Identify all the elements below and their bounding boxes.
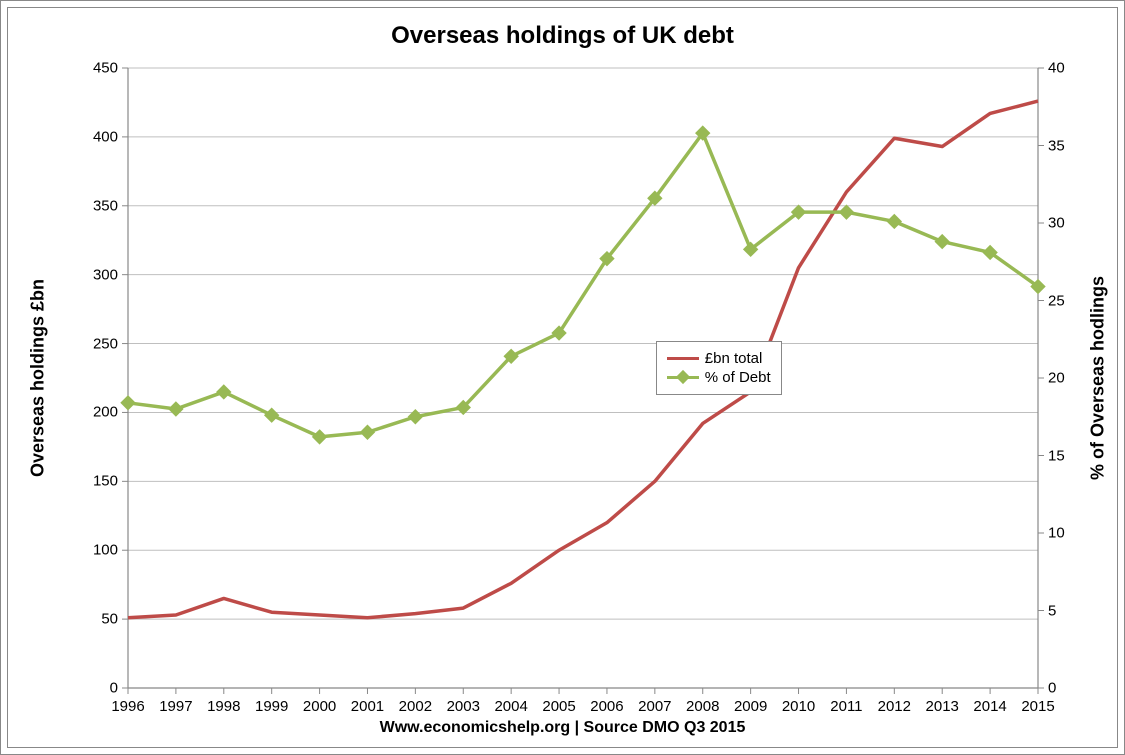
y-left-tick-label: 350 [93,197,118,214]
y-left-tick-label: 200 [93,404,118,421]
y-left-axis-title: Overseas holdings £bn [28,279,49,477]
y-right-tick-label: 25 [1048,292,1065,309]
x-tick-label: 2012 [878,698,911,715]
y-left-tick-label: 400 [93,128,118,145]
legend-marker-icon [676,370,690,384]
y-right-tick-label: 0 [1048,680,1056,697]
y-right-tick-label: 15 [1048,447,1065,464]
y-left-tick-label: 50 [101,611,118,628]
y-right-tick-label: 35 [1048,137,1065,154]
x-tick-label: 2014 [973,698,1006,715]
x-tick-label: 1999 [255,698,288,715]
y-right-tick-label: 10 [1048,525,1065,542]
x-tick-label: 2011 [830,698,862,715]
y-right-tick-label: 30 [1048,215,1065,232]
legend-line-icon [667,357,699,360]
y-left-tick-label: 250 [93,335,118,352]
x-tick-label: 2008 [686,698,719,715]
x-tick-label: 1998 [207,698,240,715]
y-right-tick-label: 5 [1048,602,1056,619]
legend-item: £bn total [667,350,771,367]
x-tick-label: 2007 [638,698,671,715]
x-tick-label: 1997 [159,698,192,715]
y-left-tick-label: 300 [93,266,118,283]
x-axis-title: Www.economicshelp.org | Source DMO Q3 20… [8,719,1117,737]
x-tick-label: 2000 [303,698,336,715]
chart-plot-svg [8,8,1119,749]
y-right-tick-label: 20 [1048,370,1065,387]
legend-item: % of Debt [667,369,771,386]
x-tick-label: 2015 [1021,698,1054,715]
chart-inner-frame: Overseas holdings of UK debt Overseas ho… [7,7,1118,748]
chart-outer-frame: Overseas holdings of UK debt Overseas ho… [0,0,1125,755]
x-tick-label: 2009 [734,698,767,715]
y-left-tick-label: 450 [93,60,118,77]
x-tick-label: 1996 [111,698,144,715]
x-tick-label: 2005 [542,698,575,715]
x-tick-label: 2004 [494,698,527,715]
x-tick-label: 2010 [782,698,815,715]
y-right-axis-title: % of Overseas hodlings [1088,276,1109,480]
chart-legend: £bn total % of Debt [656,341,782,395]
x-tick-label: 2003 [447,698,480,715]
legend-label: % of Debt [705,369,771,386]
x-tick-label: 2001 [351,698,384,715]
x-tick-label: 2006 [590,698,623,715]
legend-label: £bn total [705,350,763,367]
legend-line-icon [667,376,699,379]
y-left-tick-label: 100 [93,542,118,559]
y-left-tick-label: 0 [110,680,118,697]
y-left-tick-label: 150 [93,473,118,490]
x-tick-label: 2013 [926,698,959,715]
x-tick-label: 2002 [399,698,432,715]
y-right-tick-label: 40 [1048,60,1065,77]
